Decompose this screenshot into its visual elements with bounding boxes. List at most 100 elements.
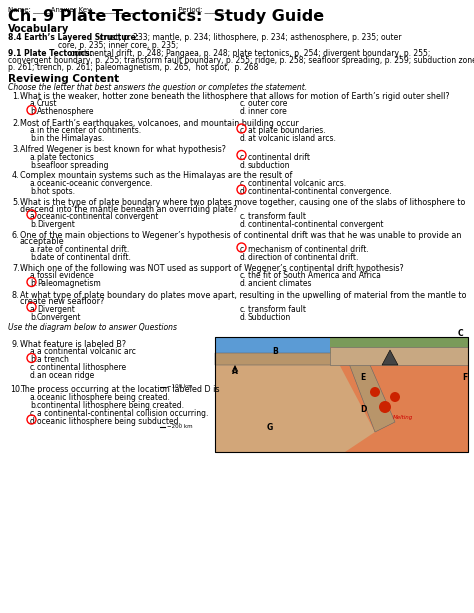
Text: c.: c. — [240, 212, 246, 221]
Text: continental lithosphere: continental lithosphere — [37, 364, 126, 373]
Text: b.: b. — [30, 356, 37, 365]
Text: 8.4 Earth’s Layered Structure:: 8.4 Earth’s Layered Structure: — [8, 34, 139, 42]
Text: inner core: inner core — [248, 107, 287, 116]
Text: create new seafloor?: create new seafloor? — [20, 297, 104, 306]
Text: continental lithosphere being created.: continental lithosphere being created. — [37, 401, 184, 410]
Text: a.: a. — [30, 126, 37, 135]
Text: 1.: 1. — [12, 92, 19, 101]
Text: G: G — [267, 422, 273, 432]
Text: 3.: 3. — [12, 145, 19, 154]
Text: What feature is labeled B?: What feature is labeled B? — [20, 340, 126, 349]
Text: c.: c. — [240, 305, 246, 313]
Text: acceptable: acceptable — [20, 237, 64, 246]
Text: descend into the mantle beneath an overriding plate?: descend into the mantle beneath an overr… — [20, 205, 237, 213]
Text: F: F — [462, 373, 468, 381]
Text: mechanism of continental drift.: mechanism of continental drift. — [248, 245, 369, 254]
Text: b.: b. — [30, 161, 37, 170]
Text: c.: c. — [240, 126, 246, 135]
Text: −100 km: −100 km — [167, 384, 192, 389]
Text: At what type of plate boundary do plates move apart, resulting in the upwelling : At what type of plate boundary do plates… — [20, 291, 466, 300]
Text: rate of continental drift.: rate of continental drift. — [37, 245, 129, 254]
Text: transform fault: transform fault — [248, 305, 306, 313]
Text: oceanic lithosphere being created.: oceanic lithosphere being created. — [37, 393, 170, 402]
Text: Complex mountain systems such as the Himalayas are the result of: Complex mountain systems such as the Him… — [20, 172, 292, 180]
Text: Subduction: Subduction — [248, 313, 291, 321]
Text: What is the type of plate boundary where two plates move together, causing one o: What is the type of plate boundary where… — [20, 198, 465, 207]
Text: subduction: subduction — [248, 161, 291, 170]
Text: Divergent: Divergent — [37, 305, 75, 313]
Text: c.: c. — [240, 272, 246, 281]
Text: continental volcanic arcs.: continental volcanic arcs. — [248, 179, 346, 188]
Text: b.: b. — [30, 187, 37, 196]
Text: oceanic-oceanic convergence.: oceanic-oceanic convergence. — [37, 179, 152, 188]
Text: C: C — [457, 330, 463, 338]
Text: a.: a. — [30, 348, 37, 357]
Text: D: D — [360, 406, 366, 414]
Text: core, p. 235; inner core, p. 235;: core, p. 235; inner core, p. 235; — [58, 41, 178, 50]
Text: d.: d. — [240, 253, 247, 262]
Text: One of the main objections to Wegener’s hypothesis of continental drift was that: One of the main objections to Wegener’s … — [20, 231, 461, 240]
Text: b.: b. — [30, 220, 37, 229]
Text: Vocabulary: Vocabulary — [8, 24, 69, 34]
Text: 6.: 6. — [12, 231, 19, 240]
Text: Asthenosphere: Asthenosphere — [37, 107, 94, 116]
Text: c.: c. — [240, 245, 246, 254]
Text: continental-continental convergent: continental-continental convergent — [248, 220, 383, 229]
Text: b.: b. — [30, 401, 37, 410]
Text: 7.: 7. — [12, 264, 19, 273]
Text: a trench: a trench — [37, 356, 69, 365]
Text: oceanic-continental convergent: oceanic-continental convergent — [37, 212, 158, 221]
Text: Which one of the following was NOT used as support of Wegener’s continental drif: Which one of the following was NOT used … — [20, 264, 404, 273]
Text: in the Himalayas.: in the Himalayas. — [37, 134, 104, 143]
Text: a.: a. — [30, 212, 37, 221]
Text: Paleomagnetism: Paleomagnetism — [37, 280, 101, 289]
Text: Reviewing Content: Reviewing Content — [8, 74, 119, 84]
Text: The process occurring at the location labeled D is: The process occurring at the location la… — [20, 386, 219, 395]
Text: c.: c. — [240, 153, 246, 161]
Text: a.: a. — [30, 245, 37, 254]
Text: date of continental drift.: date of continental drift. — [37, 253, 131, 262]
Text: c.: c. — [30, 364, 36, 373]
Text: a continental-continental collision occurring.: a continental-continental collision occu… — [37, 409, 209, 418]
Text: d.: d. — [240, 313, 247, 321]
FancyBboxPatch shape — [215, 337, 468, 452]
Text: E: E — [360, 373, 365, 381]
Text: Choose the letter that best answers the question or completes the statement.: Choose the letter that best answers the … — [8, 83, 307, 91]
Text: 5.: 5. — [12, 198, 19, 207]
Polygon shape — [330, 337, 468, 362]
Polygon shape — [215, 337, 345, 365]
Polygon shape — [330, 337, 468, 365]
Text: in the center of continents.: in the center of continents. — [37, 126, 141, 135]
Text: ancient climates: ancient climates — [248, 280, 311, 289]
Text: d.: d. — [30, 371, 37, 381]
Text: c.: c. — [240, 179, 246, 188]
Text: a.: a. — [30, 393, 37, 402]
Circle shape — [370, 387, 380, 397]
Text: at volcanic island arcs.: at volcanic island arcs. — [248, 134, 336, 143]
Text: continental-continental convergence.: continental-continental convergence. — [248, 187, 392, 196]
Text: transform fault: transform fault — [248, 212, 306, 221]
Text: B: B — [272, 346, 278, 356]
Text: Divergent: Divergent — [37, 220, 75, 229]
Text: d.: d. — [240, 187, 247, 196]
Polygon shape — [215, 353, 395, 432]
Text: crust, p. 233; mantle, p. 234; lithosphere, p. 234; asthenosphere, p. 235; outer: crust, p. 233; mantle, p. 234; lithosphe… — [97, 34, 401, 42]
Text: 4.: 4. — [12, 172, 19, 180]
Text: a.: a. — [30, 153, 37, 161]
Text: 8.: 8. — [12, 291, 19, 300]
Text: hot spots.: hot spots. — [37, 187, 75, 196]
Text: d.: d. — [240, 161, 247, 170]
Bar — [215, 337, 468, 452]
Text: continental drift: continental drift — [248, 153, 310, 161]
Text: 10.: 10. — [10, 386, 22, 395]
Text: Ch. 9 Plate Tectonics:  Study Guide: Ch. 9 Plate Tectonics: Study Guide — [8, 9, 324, 24]
Text: a.: a. — [30, 99, 37, 109]
Polygon shape — [215, 337, 345, 367]
Text: the fit of South America and Africa: the fit of South America and Africa — [248, 272, 381, 281]
Text: Most of Earth’s earthquakes, volcanoes, and mountain building occur: Most of Earth’s earthquakes, volcanoes, … — [20, 118, 299, 128]
Polygon shape — [330, 347, 468, 452]
Polygon shape — [330, 347, 468, 365]
Text: direction of continental drift.: direction of continental drift. — [248, 253, 358, 262]
Text: p. 261; trench, p. 261; paleomagnetism, p. 265,  hot spot,  p. 268: p. 261; trench, p. 261; paleomagnetism, … — [8, 64, 258, 72]
Text: A: A — [232, 368, 238, 376]
